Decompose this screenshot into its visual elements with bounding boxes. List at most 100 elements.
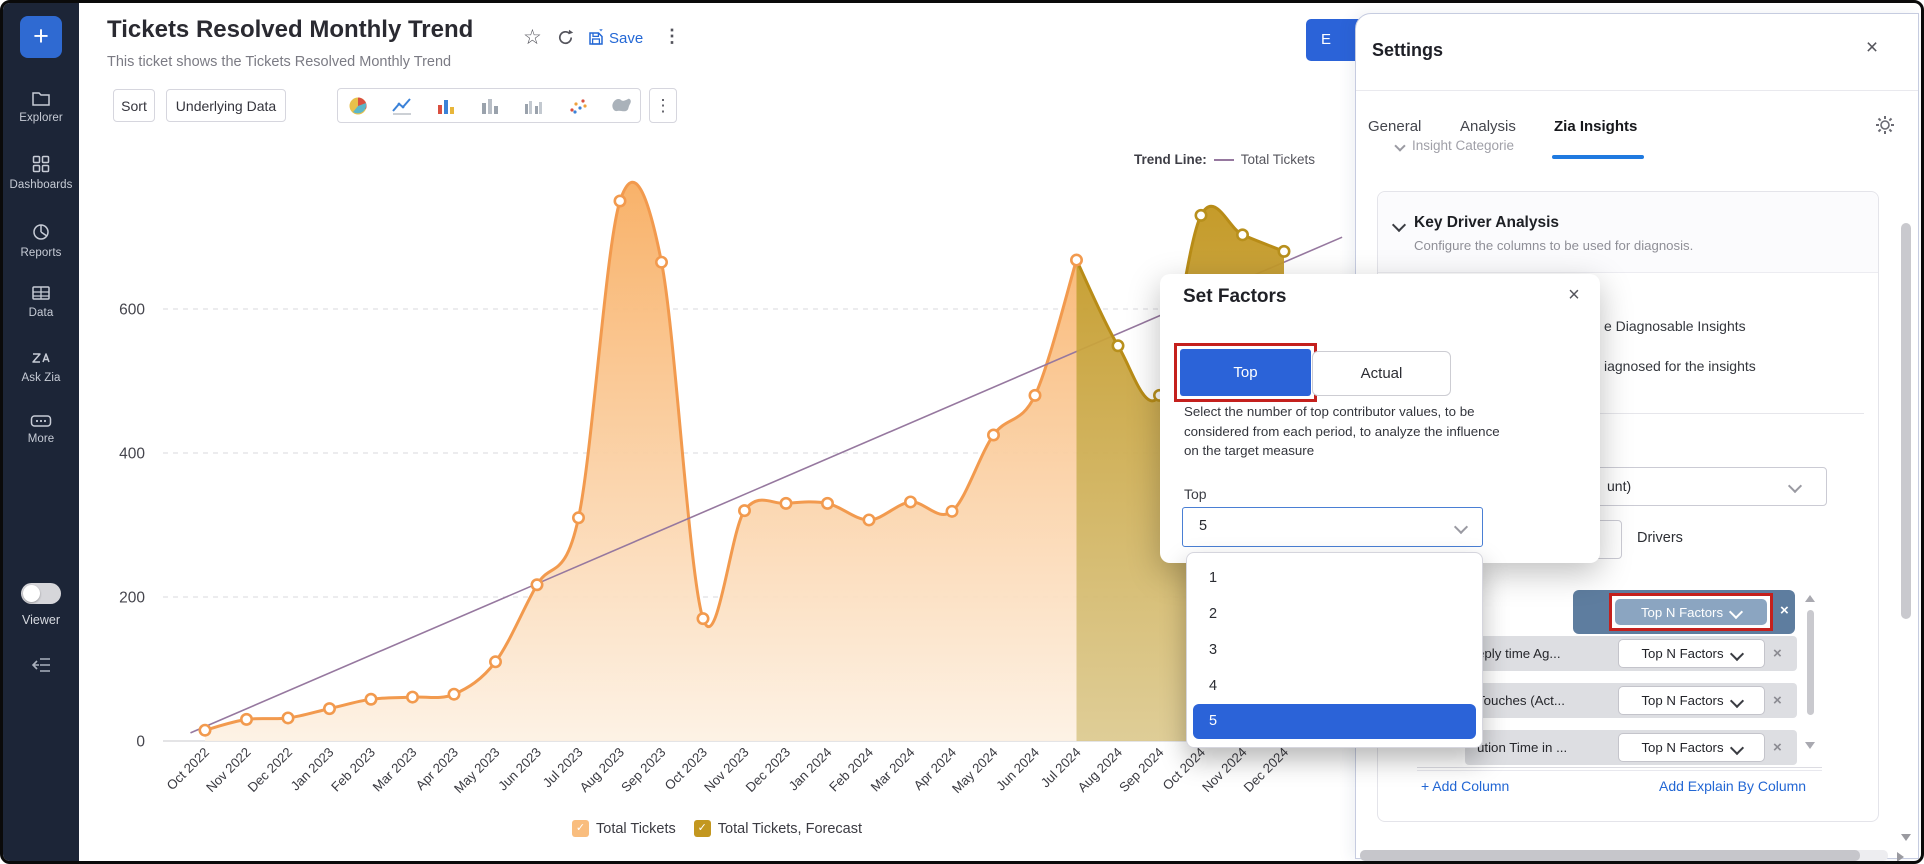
dropdown-option-1[interactable]: 1 [1209, 570, 1218, 586]
refresh-icon[interactable] [556, 28, 575, 52]
underlying-data-button[interactable]: Underlying Data [166, 89, 286, 122]
x-axis-tick-label: Sep 2024 [1116, 745, 1167, 796]
top-n-factors-dropdown[interactable]: Top N Factors [1618, 733, 1765, 762]
sidebar-item-explorer[interactable]: Explorer [3, 89, 79, 124]
page-subtitle: This ticket shows the Tickets Resolved M… [107, 54, 452, 70]
top-n-factors-dropdown[interactable]: Top N Factors [1618, 686, 1765, 715]
scroll-up-arrow[interactable] [1805, 595, 1815, 602]
pie-chart-icon[interactable] [347, 95, 369, 117]
add-explain-by-column-link[interactable]: Add Explain By Column [1659, 778, 1807, 794]
x-axis-tick-label: Aug 2024 [1075, 745, 1126, 796]
sidebar-item-more[interactable]: More [3, 414, 79, 445]
dropdown-option-2[interactable]: 2 [1209, 606, 1218, 622]
key-driver-subtitle: Configure the columns to be used for dia… [1414, 238, 1694, 253]
collapse-sidebar-icon[interactable] [31, 655, 53, 680]
toolbar-kebab-icon[interactable]: ⋮ [649, 88, 677, 123]
folder-icon [31, 89, 51, 107]
x-axis-tick-label: Mar 2024 [868, 745, 918, 795]
sidebar-item-dashboards[interactable]: Dashboards [3, 154, 79, 191]
insight-categories-row[interactable]: Insight Categorie [1394, 138, 1514, 153]
grouped-bar-icon[interactable] [523, 95, 545, 117]
x-axis-tick-label: Feb 2024 [826, 745, 876, 795]
x-axis-tick-label: Aug 2023 [577, 745, 628, 796]
panel-scroll-right-arrow[interactable] [1897, 852, 1904, 861]
legend-checkbox[interactable]: ✓ [572, 820, 589, 837]
add-column-link[interactable]: + Add Column [1421, 778, 1510, 794]
settings-gear-icon[interactable] [1874, 114, 1896, 141]
rows-scrollbar-thumb[interactable] [1807, 610, 1814, 715]
remove-driver-icon[interactable]: × [1773, 645, 1782, 662]
data-point [1070, 253, 1084, 267]
x-axis-tick-label: Jun 2023 [495, 745, 544, 794]
remove-driver-icon[interactable]: × [1780, 602, 1789, 619]
x-axis-tick-label: Dec 2023 [743, 745, 794, 796]
scatter-plot-icon[interactable] [567, 95, 589, 117]
sidebar-item-reports[interactable]: Reports [3, 222, 79, 259]
data-point [737, 504, 751, 518]
tab-zia-insights[interactable]: Zia Insights [1554, 118, 1638, 135]
legend-item: ✓ Total Tickets [572, 820, 676, 837]
modal-close-icon[interactable]: × [1568, 284, 1580, 306]
top-n-factors-dropdown[interactable]: Top N Factors [1615, 599, 1767, 625]
map-chart-icon[interactable] [611, 95, 633, 117]
driver-name: ution Time in ... [1477, 740, 1568, 755]
sort-button[interactable]: Sort [113, 89, 155, 122]
data-point [779, 496, 793, 510]
driver-row[interactable]: Top N Factors × [1573, 590, 1795, 634]
edit-button[interactable]: E [1306, 19, 1364, 61]
diagnosable-insights-fragment: e Diagnosable Insights [1604, 318, 1746, 334]
tab-analysis[interactable]: Analysis [1460, 118, 1516, 135]
data-icon [31, 284, 51, 302]
dropdown-option-5[interactable]: 5 [1193, 704, 1476, 739]
set-factors-modal: Set Factors × Top Actual Select the numb… [1160, 274, 1600, 563]
sidebar-item-label: Data [28, 307, 54, 319]
viewer-toggle[interactable] [21, 583, 61, 604]
remove-driver-icon[interactable]: × [1773, 692, 1782, 709]
panel-scroll-down-arrow[interactable] [1901, 834, 1911, 841]
divider [1356, 90, 1918, 91]
dropdown-option-3[interactable]: 3 [1209, 642, 1218, 658]
top-n-select[interactable]: 5 [1182, 507, 1483, 547]
forecast-data-point [1236, 228, 1250, 242]
panel-horizontal-scrollbar[interactable] [1360, 850, 1860, 861]
driver-row[interactable]: ution Time in ... Top N Factors × [1465, 730, 1797, 765]
actual-line [204, 180, 1078, 732]
drivers-label: Drivers [1637, 530, 1683, 546]
favorite-star-icon[interactable]: ☆ [523, 26, 542, 49]
chevron-down-icon [1787, 478, 1803, 494]
more-options-kebab-icon[interactable]: ⋮ [663, 26, 681, 46]
driver-name: eply time Ag... [1477, 646, 1561, 661]
scroll-down-arrow[interactable] [1805, 742, 1815, 749]
sidebar-item-data[interactable]: Data [3, 284, 79, 319]
actual-mode-tab[interactable]: Actual [1312, 351, 1451, 396]
data-point [281, 711, 295, 725]
viewer-label: Viewer [22, 613, 60, 627]
driver-row[interactable]: Touches (Act... Top N Factors × [1465, 683, 1797, 718]
top-mode-tab[interactable]: Top [1180, 349, 1311, 396]
data-point [364, 692, 378, 706]
tab-general[interactable]: General [1368, 118, 1422, 135]
legend-checkbox[interactable]: ✓ [693, 820, 711, 837]
save-button[interactable]: * Save [587, 29, 643, 47]
driver-row[interactable]: eply time Ag... Top N Factors × [1465, 636, 1797, 671]
sidebar-item-label: Reports [20, 247, 62, 259]
line-chart-icon[interactable] [391, 95, 413, 117]
top-n-selected-value: 5 [1199, 518, 1208, 534]
dropdown-option-4[interactable]: 4 [1209, 678, 1218, 694]
settings-close-icon[interactable]: × [1865, 36, 1879, 59]
top-n-factors-dropdown[interactable]: Top N Factors [1618, 639, 1765, 668]
stacked-bar-icon[interactable] [479, 95, 501, 117]
panel-vertical-scrollbar[interactable] [1901, 223, 1911, 619]
create-new-button[interactable]: + [20, 16, 62, 58]
divider [1417, 767, 1822, 768]
remove-driver-icon[interactable]: × [1773, 739, 1782, 756]
sidebar-item-ask-zia[interactable]: Ask Zia [3, 349, 79, 384]
bar-chart-icon[interactable] [435, 95, 457, 117]
data-point [240, 712, 254, 726]
reports-icon [31, 222, 51, 242]
data-point [903, 495, 917, 509]
data-point [405, 690, 419, 704]
data-point [198, 723, 212, 737]
chart-type-switcher [337, 88, 641, 123]
sidebar-item-label: Explorer [19, 112, 63, 124]
